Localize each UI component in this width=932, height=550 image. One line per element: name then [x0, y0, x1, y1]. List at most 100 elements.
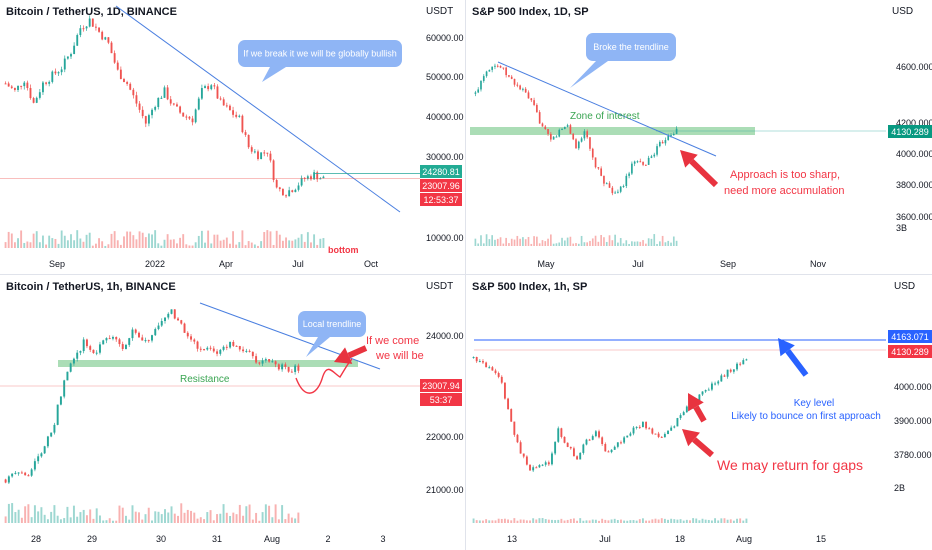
volume-bar [278, 234, 281, 248]
candle-body [583, 131, 586, 139]
btc-hourly-chart[interactable]: Local trendline Resistance If we come we wi… [0, 275, 465, 550]
volume-bar [303, 241, 306, 248]
candle-body [107, 37, 110, 43]
volume-bar [266, 230, 269, 248]
candle-body [679, 415, 682, 419]
volume-bar [482, 243, 485, 246]
candle-body [582, 444, 585, 453]
volume-bar [163, 239, 166, 248]
x-tick-label: 2022 [145, 259, 165, 269]
volume-bar [131, 505, 134, 523]
candle-body [123, 79, 125, 83]
candle-body [35, 97, 38, 103]
volume-bar [613, 518, 616, 523]
arrow-shaft [692, 437, 714, 458]
candle-body [4, 83, 7, 85]
volume-bar [82, 241, 85, 248]
candle-body [160, 97, 163, 99]
spx-hourly-chart[interactable]: Key level Likely to bounce on first appro… [466, 275, 932, 550]
volume-bar [533, 236, 535, 246]
candle-body [104, 37, 107, 40]
candle-body [134, 329, 137, 333]
candle-body [264, 359, 267, 361]
volume-bar [164, 509, 166, 523]
y-tick-label: 3B [896, 223, 907, 233]
volume-bar [510, 238, 513, 246]
candle-body [288, 190, 291, 197]
candle-body [169, 99, 172, 104]
candle-body [260, 152, 263, 160]
candle-body [172, 103, 175, 105]
candle-body [20, 472, 23, 474]
candle-body [141, 337, 144, 341]
bubble-text: Local trendline [303, 319, 362, 329]
candle-body [589, 137, 591, 149]
candle-body [547, 128, 549, 134]
candle-body [85, 26, 88, 29]
volume-bar [544, 241, 547, 246]
arrow-head [688, 393, 704, 412]
candle-body [242, 349, 245, 352]
candle-body [63, 380, 66, 397]
volume-bar [258, 520, 261, 523]
candle-body [275, 180, 278, 188]
candle-body [238, 115, 241, 117]
candle-body [129, 83, 132, 90]
volume-bar [313, 234, 316, 248]
candle-body [651, 428, 654, 434]
zone-of-interest [470, 127, 755, 135]
y-tick-label: 4000.000 [896, 149, 932, 159]
y-tick-label: 10000.00 [426, 233, 464, 243]
candle-body [316, 172, 319, 180]
y-tick-label: 4600.000 [896, 62, 932, 72]
volume-bar [723, 518, 726, 523]
volume-bar [180, 503, 183, 523]
volume-bar [638, 519, 641, 523]
volume-bar [129, 231, 132, 248]
candle-body [50, 432, 53, 437]
volume-bar [685, 519, 688, 523]
volume-bar [475, 520, 478, 523]
candle-body [45, 82, 48, 84]
volume-bar [500, 518, 503, 523]
candle-body [119, 69, 122, 80]
volume-bar [53, 505, 56, 523]
volume-bar [154, 511, 157, 523]
volume-bar [253, 244, 256, 248]
candle-body [306, 176, 309, 179]
candle-body [739, 363, 742, 365]
candle-body [500, 376, 503, 383]
volume-bar [14, 512, 17, 523]
volume-bar [496, 238, 499, 246]
candle-body [710, 383, 713, 390]
volume-bar [547, 238, 549, 246]
candle-body [186, 332, 189, 337]
volume-bar [620, 519, 622, 523]
candle-body [157, 97, 160, 108]
volume-bar [191, 245, 194, 248]
candle-body [566, 442, 569, 447]
candle-body [23, 82, 26, 87]
volume-bar [641, 518, 644, 523]
volume-bar [508, 243, 510, 246]
candle-body [648, 428, 651, 430]
price-tag [888, 125, 932, 138]
btc-daily-chart[interactable]: If we break it we will be globally bulli… [0, 0, 465, 274]
volume-bar [736, 518, 738, 523]
candle-body [125, 344, 127, 349]
candle-body [225, 105, 228, 107]
candle-body [638, 426, 641, 428]
candle-body [670, 427, 673, 431]
spx-daily-chart[interactable]: Broke the trendline Zone of interest Appro… [466, 0, 932, 274]
candle-body [46, 436, 49, 447]
volume-bar [160, 514, 163, 523]
candle-body [7, 83, 10, 87]
candle-body [287, 366, 290, 372]
volume-bar [79, 238, 82, 248]
volume-bar [557, 519, 560, 523]
candle-body [525, 456, 528, 465]
volume-bar [235, 244, 238, 248]
volume-bar [485, 234, 488, 246]
candle-body [645, 164, 647, 166]
trendline [497, 61, 717, 157]
